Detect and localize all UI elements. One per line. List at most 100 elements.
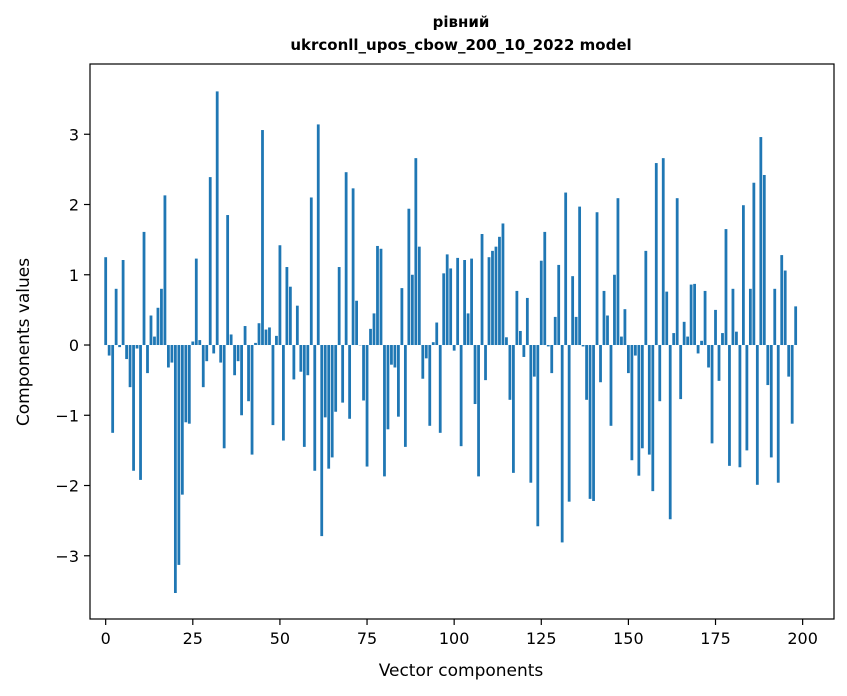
bar [613, 274, 616, 346]
bar [766, 345, 770, 386]
bar [647, 345, 651, 455]
bar [121, 260, 125, 346]
bar [536, 345, 540, 527]
bar [505, 337, 508, 346]
bar [320, 345, 324, 537]
bar [278, 245, 282, 346]
bar [578, 206, 582, 346]
bar [616, 198, 620, 346]
bar [212, 345, 216, 354]
bar [609, 345, 613, 426]
bar [372, 313, 376, 346]
bar [550, 345, 554, 374]
bar [163, 195, 167, 346]
bar [717, 345, 721, 381]
bar [742, 205, 745, 346]
bar [473, 345, 477, 405]
bar [222, 345, 226, 449]
bar [703, 290, 707, 346]
bar [452, 345, 456, 351]
bar [707, 345, 710, 368]
bar [268, 327, 271, 346]
bar [620, 336, 623, 346]
bar [341, 345, 345, 403]
bar [714, 309, 717, 346]
bar [449, 268, 453, 346]
bar [397, 345, 400, 417]
bar [191, 341, 195, 346]
bar [731, 288, 735, 346]
bar [205, 345, 209, 362]
bar [640, 345, 644, 449]
bar [682, 321, 686, 346]
bar [351, 188, 355, 346]
bar [282, 345, 285, 441]
bar [299, 345, 303, 372]
y-axis-ticks: −3 −2 −1 0 1 2 3 [55, 125, 90, 566]
bar [160, 288, 163, 346]
bar [435, 322, 439, 346]
bar [658, 345, 662, 402]
bar [633, 345, 637, 356]
bar [679, 345, 683, 400]
bar [518, 330, 522, 346]
bar [410, 274, 414, 346]
bar [494, 246, 498, 346]
bar [721, 333, 724, 346]
bar [745, 345, 749, 451]
bar [114, 288, 118, 346]
bar [390, 345, 393, 365]
bar [250, 345, 254, 455]
bar [295, 305, 299, 346]
bar [508, 345, 512, 400]
bar [738, 345, 742, 468]
bar [581, 345, 585, 347]
bar [599, 345, 602, 383]
x-tick-label: 0 [101, 629, 111, 648]
bar [219, 345, 223, 363]
bar [125, 345, 128, 360]
bar [184, 345, 188, 423]
bar [376, 245, 379, 346]
bar [139, 345, 142, 480]
bar [675, 198, 679, 346]
bar [735, 331, 738, 346]
x-axis-label: Vector components [379, 661, 544, 681]
bar [794, 306, 798, 346]
bar [651, 345, 655, 492]
bar [226, 215, 230, 346]
bar [257, 323, 261, 346]
bar [285, 267, 289, 346]
bar [194, 258, 198, 346]
bar [543, 231, 547, 346]
bar [477, 345, 480, 477]
bar [574, 316, 578, 346]
bar [198, 340, 202, 346]
bar [661, 158, 665, 346]
bar [637, 345, 641, 476]
y-tick-label: 2 [69, 196, 79, 215]
bar [111, 345, 115, 433]
bar [686, 336, 690, 346]
y-tick-label: −2 [55, 477, 79, 496]
bar [665, 291, 669, 346]
bar [654, 163, 658, 346]
y-tick-label: 0 [69, 336, 79, 355]
bar [177, 345, 181, 565]
bar [484, 345, 487, 381]
bar [571, 276, 575, 346]
bar [302, 345, 306, 447]
bar [487, 257, 491, 346]
bar [208, 177, 212, 346]
bar [463, 260, 467, 346]
bar [362, 345, 365, 401]
bar [229, 334, 233, 346]
bar [752, 182, 756, 346]
bar [146, 345, 149, 374]
bar [187, 345, 191, 424]
bar [264, 329, 268, 346]
bar [118, 345, 122, 348]
bar [414, 158, 418, 346]
bar [525, 297, 529, 346]
bar [128, 345, 132, 388]
